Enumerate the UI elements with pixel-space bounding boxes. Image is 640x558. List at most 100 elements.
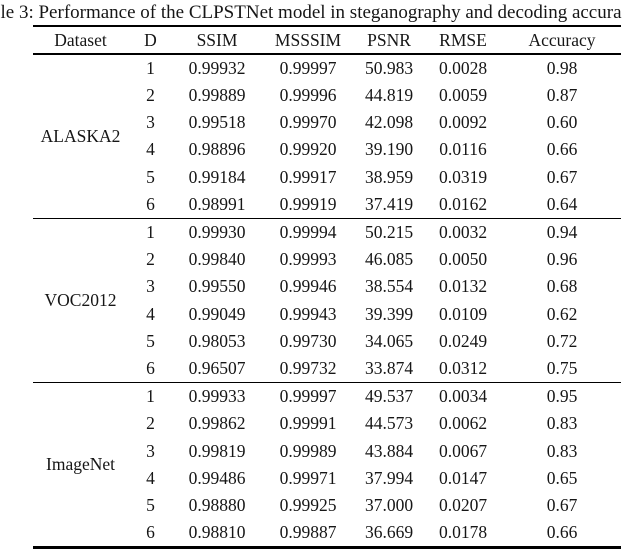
cell-rmse: 0.0132 — [438, 276, 488, 297]
table-row: 4 0.99049 0.99943 39.399 0.0109 0.62 — [33, 301, 621, 328]
cell-msssim: 0.99920 — [279, 139, 337, 160]
cell-psnr: 36.669 — [364, 522, 414, 543]
table-row: 6 0.96507 0.99732 33.874 0.0312 0.75 — [33, 355, 621, 382]
cell-d: 5 — [146, 495, 155, 516]
table-row: ImageNet 1 0.99933 0.99997 49.537 0.0034… — [33, 382, 621, 548]
table-row: 5 0.98053 0.99730 34.065 0.0249 0.72 — [33, 328, 621, 355]
cell-d: 1 — [128, 217, 173, 246]
cell-psnr: 39.399 — [364, 303, 414, 324]
cell-msssim: 0.99732 — [279, 358, 337, 379]
cell-d: 3 — [146, 111, 155, 132]
cell-accuracy: 0.83 — [546, 440, 578, 461]
column-header-psnr: PSNR — [355, 26, 423, 55]
table-header: Dataset D SSIM MSSSIM PSNR RMSE Accuracy — [33, 26, 621, 55]
cell-msssim: 0.99997 — [261, 382, 355, 411]
cell-msssim: 0.99925 — [279, 495, 337, 516]
cell-ssim: 0.98896 — [188, 139, 246, 160]
cell-psnr: 34.065 — [364, 331, 414, 352]
cell-accuracy: 0.67 — [546, 166, 578, 187]
group-imagenet: ImageNet 1 0.99933 0.99997 49.537 0.0034… — [33, 382, 621, 548]
cell-accuracy: 0.98 — [546, 57, 578, 78]
cell-rmse: 0.0249 — [438, 331, 488, 352]
cell-rmse: 0.0147 — [438, 468, 488, 489]
cell-psnr: 50.983 — [364, 57, 414, 78]
cell-ssim: 0.98053 — [188, 331, 246, 352]
cell-rmse: 0.0207 — [438, 495, 488, 516]
cell-accuracy: 0.62 — [546, 303, 578, 324]
cell-accuracy: 0.95 — [503, 382, 621, 411]
table-container: Dataset D SSIM MSSSIM PSNR RMSE Accuracy… — [33, 25, 621, 549]
cell-psnr: 46.085 — [364, 248, 414, 269]
column-header-accuracy: Accuracy — [503, 26, 621, 55]
cell-msssim: 0.99991 — [279, 413, 337, 434]
cell-msssim: 0.99887 — [279, 522, 337, 543]
cell-msssim: 0.99996 — [279, 84, 337, 105]
cell-rmse: 0.0109 — [438, 303, 488, 324]
column-header-ssim: SSIM — [173, 26, 261, 55]
cell-rmse: 0.0062 — [438, 413, 488, 434]
cell-psnr: 43.884 — [364, 440, 414, 461]
cell-rmse: 0.0034 — [423, 382, 503, 411]
cell-rmse: 0.0067 — [438, 440, 488, 461]
cell-psnr: 49.537 — [355, 382, 423, 411]
cell-d: 2 — [146, 248, 155, 269]
cell-d: 3 — [146, 440, 155, 461]
cell-psnr: 38.959 — [364, 166, 414, 187]
cell-accuracy: 0.83 — [546, 413, 578, 434]
table-row: VOC2012 1 0.99930 0.99994 50.215 0.0032 … — [33, 217, 621, 383]
column-header-rmse: RMSE — [423, 26, 503, 55]
table-row: 3 0.99518 0.99970 42.098 0.0092 0.60 — [33, 109, 621, 136]
cell-ssim: 0.96507 — [188, 358, 246, 379]
table-row: 4 0.98896 0.99920 39.190 0.0116 0.66 — [33, 136, 621, 163]
cell-rmse: 0.0162 — [438, 193, 488, 214]
cell-accuracy: 0.64 — [546, 193, 578, 214]
cell-msssim: 0.99730 — [279, 331, 337, 352]
cell-psnr: 44.819 — [364, 84, 414, 105]
table-row: 4 0.99486 0.99971 37.994 0.0147 0.65 — [33, 465, 621, 492]
cell-d: 2 — [146, 84, 155, 105]
cell-accuracy: 0.72 — [546, 331, 578, 352]
cell-accuracy: 0.94 — [503, 217, 621, 246]
cell-rmse: 0.0032 — [423, 217, 503, 246]
table-row: 2 0.99840 0.99993 46.085 0.0050 0.96 — [33, 246, 621, 273]
cell-accuracy: 0.75 — [546, 358, 578, 379]
cell-msssim: 0.99989 — [279, 440, 337, 461]
cell-rmse: 0.0059 — [438, 84, 488, 105]
column-header-dataset: Dataset — [33, 26, 128, 55]
table-row: ALASKA2 1 0.99932 0.99997 50.983 0.0028 … — [33, 54, 621, 146]
table-row: 5 0.98880 0.99925 37.000 0.0207 0.67 — [33, 492, 621, 519]
cell-accuracy: 0.87 — [546, 84, 578, 105]
cell-msssim: 0.99919 — [279, 193, 337, 214]
cell-accuracy: 0.60 — [546, 111, 578, 132]
cell-ssim: 0.99889 — [188, 84, 246, 105]
table-row: 2 0.99862 0.99991 44.573 0.0062 0.83 — [33, 410, 621, 437]
cell-d: 6 — [146, 522, 155, 543]
cell-d: 1 — [146, 57, 155, 78]
cell-d: 1 — [128, 382, 173, 411]
cell-ssim: 0.99932 — [188, 57, 246, 78]
cell-ssim: 0.99862 — [188, 413, 246, 434]
cell-accuracy: 0.65 — [546, 468, 578, 489]
cell-msssim: 0.99997 — [279, 57, 337, 78]
cell-ssim: 0.99550 — [188, 276, 246, 297]
cell-psnr: 37.994 — [364, 468, 414, 489]
cell-msssim: 0.99993 — [279, 248, 337, 269]
header-row: Dataset D SSIM MSSSIM PSNR RMSE Accuracy — [33, 26, 621, 55]
table-row: 3 0.99550 0.99946 38.554 0.0132 0.68 — [33, 273, 621, 300]
table-row: 2 0.99889 0.99996 44.819 0.0059 0.87 — [33, 81, 621, 108]
cell-accuracy: 0.67 — [546, 495, 578, 516]
cell-msssim: 0.99946 — [279, 276, 337, 297]
table-caption: ble 3: Performance of the CLPSTNet model… — [0, 2, 622, 23]
cell-ssim: 0.99486 — [188, 468, 246, 489]
cell-d: 2 — [146, 413, 155, 434]
column-header-msssim: MSSSIM — [261, 26, 355, 55]
cell-psnr: 33.874 — [364, 358, 414, 379]
cell-ssim: 0.98880 — [188, 495, 246, 516]
cell-ssim: 0.99840 — [188, 248, 246, 269]
cell-ssim: 0.99049 — [188, 303, 246, 324]
cell-accuracy: 0.66 — [546, 522, 578, 543]
column-header-d: D — [128, 26, 173, 55]
group-alaska2: ALASKA2 1 0.99932 0.99997 50.983 0.0028 … — [33, 54, 621, 218]
cell-rmse: 0.0116 — [439, 139, 487, 160]
